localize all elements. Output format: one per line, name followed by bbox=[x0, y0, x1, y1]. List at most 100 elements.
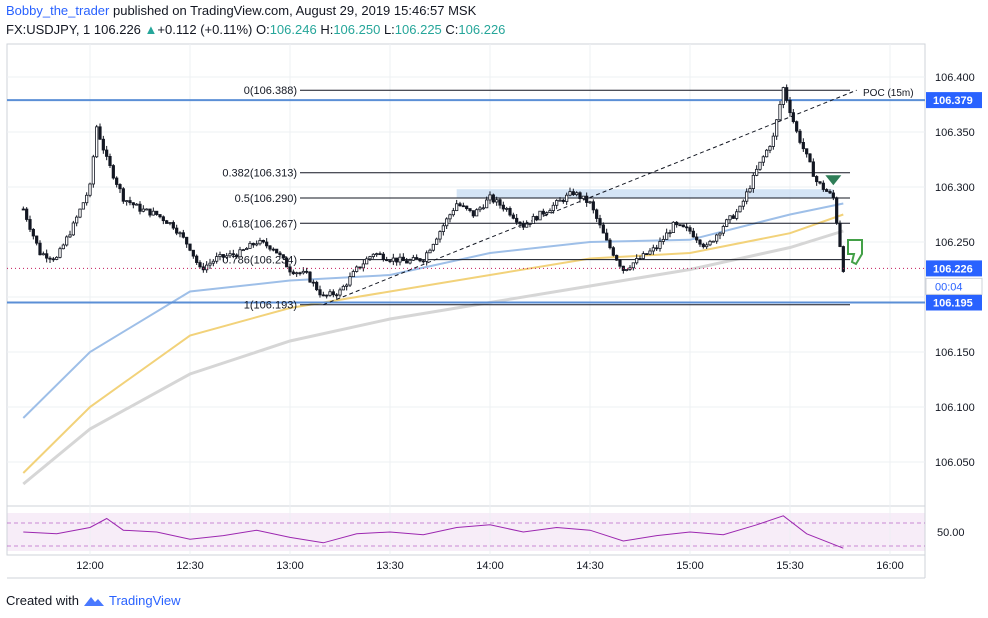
candle-body bbox=[811, 161, 815, 177]
candle-body bbox=[755, 168, 759, 176]
candle-body bbox=[665, 232, 669, 240]
candle-body bbox=[431, 243, 435, 251]
countdown-tag: 00:04 bbox=[935, 281, 963, 293]
candle-body bbox=[311, 281, 315, 284]
candle-body bbox=[491, 194, 495, 203]
candle-body bbox=[331, 291, 335, 296]
candle-body bbox=[388, 260, 392, 263]
candle-body bbox=[288, 266, 292, 273]
candle-body bbox=[98, 126, 102, 140]
last-price-tag-bg bbox=[926, 260, 982, 277]
candle-body bbox=[61, 244, 65, 250]
candle-body bbox=[738, 205, 742, 213]
candle-body bbox=[118, 184, 122, 190]
candle-body bbox=[55, 256, 59, 260]
candle-body bbox=[325, 294, 329, 297]
plot-area bbox=[6, 43, 926, 507]
candle-body bbox=[511, 214, 515, 219]
candle-body bbox=[638, 258, 642, 260]
candle-body bbox=[478, 207, 482, 211]
candle-body bbox=[218, 254, 222, 258]
candle-body bbox=[588, 201, 592, 204]
candle-body bbox=[628, 267, 632, 270]
candle-body bbox=[685, 226, 689, 229]
fib-level-label: 1(106.193) bbox=[244, 300, 297, 312]
candle-body bbox=[508, 208, 512, 216]
candle-body bbox=[601, 224, 605, 234]
publish-info: published on TradingView.com, August 29,… bbox=[112, 3, 477, 18]
candle-body bbox=[308, 271, 312, 283]
candle-body bbox=[138, 203, 142, 212]
candle-body bbox=[31, 228, 35, 237]
candle-body bbox=[605, 232, 609, 241]
candle-body bbox=[438, 231, 442, 240]
candle-body bbox=[631, 262, 635, 269]
candle-body bbox=[711, 240, 715, 243]
candle-body bbox=[165, 220, 169, 224]
candle-body bbox=[148, 208, 152, 216]
candle-body bbox=[391, 257, 395, 262]
candle-body bbox=[191, 249, 195, 257]
candle-body bbox=[121, 188, 125, 202]
rsi-tick-label: 50.00 bbox=[937, 527, 965, 539]
candle-body bbox=[45, 253, 49, 259]
upper-level-tag: 106.379 bbox=[933, 95, 973, 107]
candle-body bbox=[318, 289, 322, 296]
candle-body bbox=[545, 212, 549, 215]
candle-body bbox=[465, 205, 469, 209]
candle-body bbox=[401, 256, 405, 262]
candle-body bbox=[418, 258, 422, 262]
candle-body bbox=[188, 243, 192, 251]
candle-body bbox=[231, 253, 235, 256]
change-value: +0.112 (+0.11%) bbox=[157, 22, 253, 37]
candle-body bbox=[255, 243, 259, 246]
candle-body bbox=[338, 289, 342, 296]
candle-body bbox=[195, 255, 199, 263]
candle-body bbox=[345, 284, 349, 287]
candle-body bbox=[351, 271, 355, 278]
tradingview-link[interactable]: TradingView bbox=[108, 593, 181, 608]
candle-body bbox=[658, 241, 662, 249]
candle-body bbox=[131, 202, 135, 206]
candle-body bbox=[441, 225, 445, 232]
candle-body bbox=[765, 149, 769, 158]
candle-body bbox=[625, 269, 629, 271]
arrow-up-marker-icon bbox=[825, 175, 842, 186]
candle-body bbox=[91, 156, 95, 185]
candle-body bbox=[541, 210, 545, 215]
candle-body bbox=[395, 257, 399, 263]
author-link[interactable]: Bobby_the_trader bbox=[6, 3, 110, 18]
candle-body bbox=[555, 200, 559, 206]
x-tick-label: 15:30 bbox=[776, 560, 804, 572]
y-tick-label: 106.250 bbox=[935, 237, 975, 249]
candle-body bbox=[105, 149, 109, 157]
candle-body bbox=[38, 242, 42, 256]
supply-zone bbox=[456, 189, 834, 198]
candle-body bbox=[618, 259, 622, 267]
candle-body bbox=[368, 256, 372, 260]
candle-body bbox=[221, 254, 225, 258]
candle-body bbox=[208, 262, 212, 266]
candle-body bbox=[281, 254, 285, 259]
y-tick-label: 106.150 bbox=[935, 347, 975, 359]
candle-body bbox=[501, 204, 505, 210]
candle-body bbox=[521, 223, 525, 228]
candle-body bbox=[158, 214, 162, 218]
candle-body bbox=[101, 138, 105, 151]
candle-body bbox=[295, 272, 299, 275]
candle-body bbox=[708, 240, 712, 246]
candle-body bbox=[791, 112, 795, 123]
candle-body bbox=[805, 148, 809, 155]
candle-body bbox=[228, 253, 232, 257]
candle-body bbox=[211, 260, 215, 264]
x-tick-label: 12:00 bbox=[76, 560, 104, 572]
candle-body bbox=[611, 247, 615, 256]
candle-body bbox=[481, 207, 485, 210]
candle-body bbox=[741, 200, 745, 207]
symbol-label[interactable]: FX:USDJPY, 1 bbox=[6, 22, 91, 37]
x-tick-label: 13:30 bbox=[376, 560, 404, 572]
candle-body bbox=[271, 248, 275, 251]
candle-body bbox=[68, 234, 72, 238]
candle-body bbox=[821, 182, 825, 190]
